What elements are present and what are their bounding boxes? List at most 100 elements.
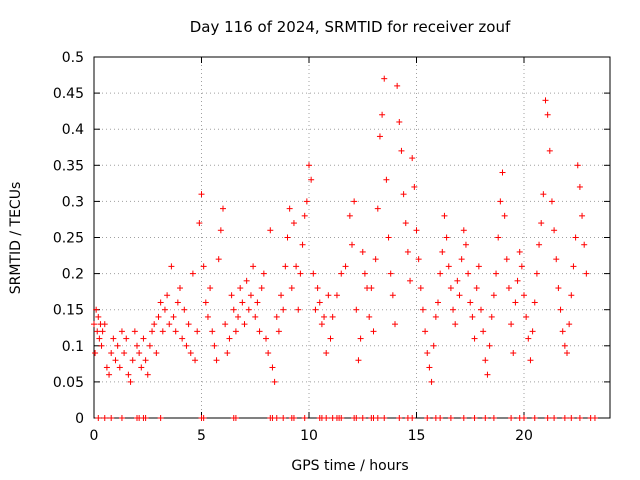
data-point xyxy=(323,350,330,357)
data-point xyxy=(407,277,414,284)
data-point xyxy=(129,357,136,364)
data-point xyxy=(252,313,259,320)
data-point xyxy=(153,350,160,357)
zero-data-point xyxy=(95,415,102,421)
data-point xyxy=(342,263,349,270)
data-point xyxy=(222,321,229,328)
data-point xyxy=(213,357,220,364)
data-point xyxy=(114,342,121,349)
data-point xyxy=(155,313,162,320)
data-point xyxy=(288,285,295,292)
y-tick-label: 0.35 xyxy=(53,158,84,174)
data-point xyxy=(282,263,289,270)
data-point xyxy=(299,241,306,248)
data-point xyxy=(381,75,388,82)
data-point xyxy=(226,335,233,342)
data-point xyxy=(329,313,336,320)
data-point xyxy=(211,342,218,349)
data-point xyxy=(359,248,366,255)
data-point xyxy=(327,335,334,342)
data-point xyxy=(220,205,226,212)
y-axis-label: SRMTID / TECUs xyxy=(8,182,24,295)
data-points xyxy=(91,75,590,385)
data-point xyxy=(200,263,207,270)
data-point xyxy=(125,371,132,378)
data-point xyxy=(209,328,216,335)
zero-data-point xyxy=(374,415,381,421)
data-point xyxy=(484,371,491,378)
data-point xyxy=(318,321,325,328)
data-point xyxy=(495,234,502,241)
data-point xyxy=(177,285,183,292)
zero-data-point xyxy=(544,415,551,421)
zero-data-point xyxy=(232,415,239,421)
x-tick-label: 20 xyxy=(515,428,533,444)
data-point xyxy=(422,328,429,335)
data-point xyxy=(265,350,272,357)
zero-data-point xyxy=(301,415,308,421)
data-point xyxy=(361,270,368,277)
data-point xyxy=(247,292,254,299)
x-tick-label: 15 xyxy=(408,428,426,444)
data-point xyxy=(478,306,484,313)
data-point xyxy=(355,357,362,364)
data-point xyxy=(430,342,437,349)
data-point xyxy=(228,292,235,299)
data-point xyxy=(583,270,590,277)
zero-data-point xyxy=(460,415,467,421)
data-point xyxy=(456,292,463,299)
data-point xyxy=(413,227,420,234)
data-point xyxy=(394,82,401,89)
data-point xyxy=(185,321,192,328)
data-point xyxy=(551,227,558,234)
data-point xyxy=(510,350,517,357)
data-point xyxy=(579,212,586,219)
zero-data-point xyxy=(118,415,125,421)
y-tick-label: 0.1 xyxy=(62,339,84,355)
data-point xyxy=(237,285,244,292)
data-point xyxy=(164,292,171,299)
zero-data-point xyxy=(381,415,388,421)
data-point xyxy=(544,111,551,118)
data-point xyxy=(503,256,510,263)
data-point xyxy=(140,335,147,342)
data-point xyxy=(460,227,467,234)
data-point xyxy=(435,299,441,306)
data-point xyxy=(118,328,125,335)
data-point xyxy=(514,277,521,284)
data-point xyxy=(170,313,177,320)
zero-data-point xyxy=(157,415,164,421)
data-point xyxy=(499,169,506,176)
data-point xyxy=(542,97,549,104)
zero-data-point xyxy=(591,415,598,421)
data-point xyxy=(181,306,188,313)
data-point xyxy=(366,313,373,320)
data-point xyxy=(303,198,310,205)
data-point xyxy=(290,220,297,227)
data-point xyxy=(314,285,321,292)
data-point xyxy=(357,335,364,342)
data-point xyxy=(370,328,377,335)
data-point xyxy=(260,270,267,277)
data-point xyxy=(426,364,433,371)
data-point xyxy=(469,313,476,320)
data-point xyxy=(310,270,317,277)
data-point xyxy=(374,205,381,212)
data-point xyxy=(409,155,416,162)
data-point xyxy=(301,212,308,219)
data-point xyxy=(516,248,523,255)
data-point xyxy=(467,299,474,306)
data-point xyxy=(112,357,119,364)
data-point xyxy=(458,256,465,263)
zero-data-point xyxy=(200,415,207,421)
data-point xyxy=(269,364,276,371)
data-point xyxy=(398,147,405,154)
data-point xyxy=(123,335,130,342)
data-point xyxy=(99,328,106,335)
data-point xyxy=(172,328,179,335)
data-point xyxy=(245,306,252,313)
data-point xyxy=(400,191,407,198)
data-point xyxy=(441,212,448,219)
zero-data-point xyxy=(490,415,497,421)
